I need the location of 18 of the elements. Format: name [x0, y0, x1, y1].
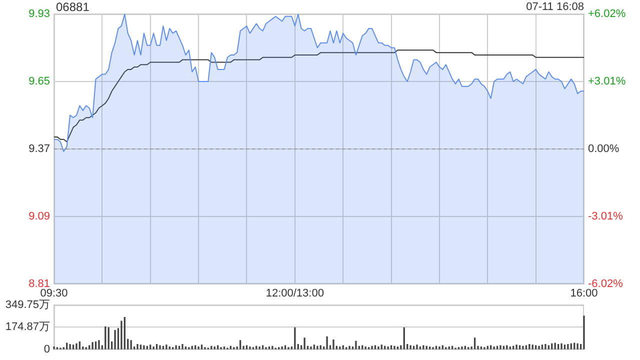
y2-tick-label: -6.02% [588, 278, 624, 290]
y2-tick-label: +3.01% [588, 76, 626, 88]
y-tick-label: 9.93 [28, 8, 50, 20]
y-tick-label: 8.81 [28, 278, 50, 290]
y-tick-label: 349.75万 [5, 299, 50, 312]
y-tick-label: 174.87万 [5, 321, 50, 334]
x-tick-label: 16:00 [570, 288, 598, 300]
text: 07-11 16:08 [526, 1, 584, 13]
y-tick-label: 0 [44, 343, 50, 356]
y-tick-label: 9.37 [28, 143, 50, 156]
y-tick-label: 9.09 [28, 210, 50, 223]
y-tick-label: 9.65 [28, 76, 50, 88]
x-tick-label: 12:00/13:00 [266, 288, 324, 300]
x-tick-label: 09:30 [40, 288, 68, 300]
y2-tick-label: 0.00% [588, 143, 620, 156]
chart-title: 06881 [56, 0, 90, 14]
y2-tick-label: +6.02% [588, 8, 626, 20]
y2-tick-label: -3.01% [588, 210, 624, 223]
